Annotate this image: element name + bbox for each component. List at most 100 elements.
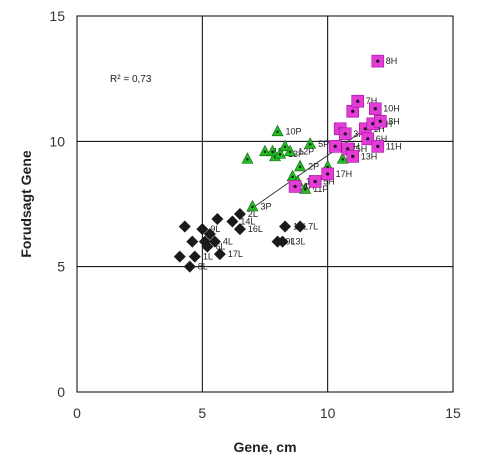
data-points: 8L1L9L6L4L17L14L2L16L9L13L10L7L3P1P10P13… <box>173 54 402 273</box>
triangle-point-dot <box>291 175 294 179</box>
point-label: 1L <box>203 252 213 262</box>
square-point-dot <box>313 179 317 184</box>
point-label: 7L <box>308 222 318 232</box>
square-point-dot <box>376 144 380 148</box>
point-label: 2L <box>248 209 258 219</box>
triangle-point <box>279 139 292 152</box>
triangle-series: 3P1P10P13P12P12P2P11P5P <box>241 124 349 212</box>
point-label: 5H <box>323 176 335 186</box>
triangle-point <box>304 137 317 149</box>
point-label: 13H <box>361 151 378 161</box>
point-label: 11P <box>313 184 328 194</box>
point-label: 3P <box>260 202 271 212</box>
triangle-point <box>246 199 259 212</box>
plot-area <box>76 15 454 393</box>
point-label: 7H <box>366 96 378 106</box>
y-tick-label: 5 <box>57 259 65 275</box>
triangle-point <box>336 152 349 164</box>
point-label: 12P <box>298 146 314 156</box>
triangle-point <box>259 144 271 157</box>
triangle-point-dot <box>341 158 344 161</box>
diamond-point <box>213 248 226 261</box>
point-label: 2P <box>308 161 319 171</box>
triangle-point-dot <box>288 150 292 154</box>
point-label: 8H <box>386 56 398 66</box>
y-axis-label: Forudsagt Gene <box>18 150 34 258</box>
point-label: 9L <box>210 224 220 234</box>
r-squared-annotation: R² = 0,73 <box>110 74 152 85</box>
point-label: 8L <box>198 262 208 272</box>
trendline-path <box>247 123 374 212</box>
square-point-dot <box>343 132 347 136</box>
point-label: 11H <box>386 141 402 151</box>
triangle-point-dot <box>283 145 287 149</box>
diamond-point <box>183 260 196 273</box>
diamond-point <box>208 235 221 248</box>
diamond-point <box>233 208 246 221</box>
point-label: 17H <box>336 169 353 179</box>
diamond-point <box>226 215 239 228</box>
square-point-dot <box>376 59 380 63</box>
diamond-point <box>294 220 307 233</box>
triangle-point-dot <box>271 150 274 154</box>
diamond-point <box>203 228 216 241</box>
point-label: 6H <box>376 134 388 144</box>
square-point-dot <box>351 109 355 113</box>
triangle-point-dot <box>263 150 267 154</box>
diamond-point <box>233 223 246 236</box>
point-label: 10P <box>286 126 302 136</box>
triangle-point <box>294 159 307 172</box>
triangle-point <box>284 144 297 157</box>
diamond-point <box>186 235 199 248</box>
diamond-point <box>276 235 289 248</box>
point-label: 13L <box>291 237 306 247</box>
square-point-dot <box>326 172 330 176</box>
x-tick-label: 10 <box>320 405 336 421</box>
point-label: 14L <box>240 217 255 227</box>
point-label: 9L <box>286 237 296 247</box>
square-series: 4H5H17H15H3H5H13H7H1H6H9H10H8H11H8H <box>288 54 402 193</box>
point-label: 17L <box>228 249 243 259</box>
square-point-dot <box>356 99 360 103</box>
point-label: 8H <box>388 116 400 126</box>
x-tick-label: 5 <box>198 405 206 421</box>
square-point-dot <box>346 147 350 151</box>
y-tick-label: 15 <box>49 8 65 24</box>
point-label: 4L <box>223 237 233 247</box>
square-point-dot <box>366 137 370 141</box>
diamond-point <box>173 250 186 263</box>
triangle-point-dot <box>278 153 282 156</box>
x-tick-label: 15 <box>445 405 461 421</box>
y-tick-label: 0 <box>57 384 65 400</box>
diamond-point <box>211 213 224 226</box>
triangle-point <box>299 182 312 194</box>
diamond-point <box>201 240 214 253</box>
diamond-point <box>188 250 201 263</box>
point-label: 6L <box>215 242 225 252</box>
triangle-point-dot <box>303 188 307 191</box>
square-point-dot <box>373 107 377 111</box>
gridlines <box>77 16 453 392</box>
diamond-series: 8L1L9L6L4L17L14L2L16L9L13L10L7L <box>173 208 318 273</box>
triangle-point-dot <box>298 165 302 169</box>
square-point-dot <box>371 122 375 126</box>
diamond-point <box>279 220 292 233</box>
point-label: 5P <box>318 139 329 149</box>
square-point-dot <box>293 184 297 189</box>
x-axis-label: Gene, cm <box>233 439 296 455</box>
point-label: 10H <box>383 104 400 114</box>
diamond-point <box>178 220 191 233</box>
y-tick-label: 10 <box>49 133 65 149</box>
diamond-point <box>196 223 209 236</box>
square-point-dot <box>333 144 337 148</box>
x-tick-label: 0 <box>73 405 81 421</box>
triangle-point <box>241 152 254 164</box>
triangle-point-dot <box>308 143 312 146</box>
trendline <box>247 123 374 212</box>
triangle-point-dot <box>246 158 249 161</box>
tick-labels: 0 5 10 15 0 5 10 15 <box>49 8 461 421</box>
point-label: 5H <box>356 144 368 154</box>
point-label: 16L <box>248 224 263 234</box>
triangle-point <box>274 147 287 159</box>
